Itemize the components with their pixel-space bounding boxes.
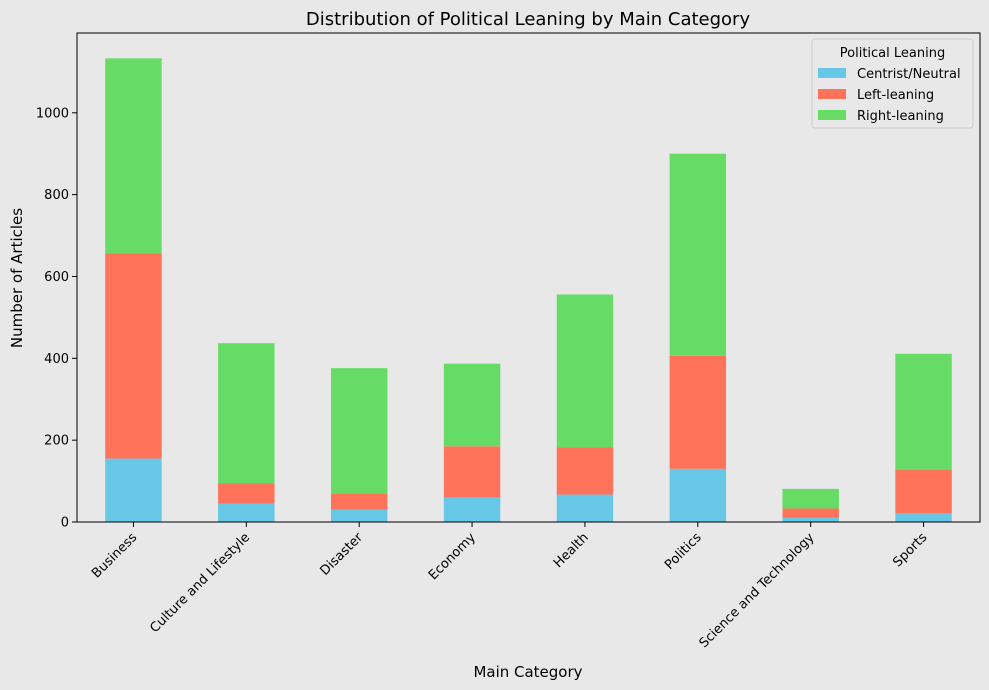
bar-right-leaning-0 bbox=[105, 58, 162, 254]
x-tick-label: Science and Technology bbox=[697, 530, 818, 651]
bar-right-leaning-4 bbox=[556, 294, 614, 448]
bar-centrist-neutral-1 bbox=[218, 503, 275, 522]
bar-centrist-neutral-3 bbox=[443, 497, 501, 522]
legend-swatch-0 bbox=[818, 68, 846, 78]
legend: Political Leaning Centrist/Neutral Left-le… bbox=[811, 38, 974, 129]
bar-left-leaning-2 bbox=[330, 493, 388, 510]
y-axis-label: Number of Articles bbox=[8, 208, 26, 348]
bar-centrist-neutral-6 bbox=[782, 517, 839, 522]
y-tick-label: 800 bbox=[44, 188, 69, 203]
x-tick-label: Politics bbox=[662, 530, 705, 573]
bar-left-leaning-3 bbox=[443, 446, 501, 498]
bar-centrist-neutral-5 bbox=[669, 468, 727, 522]
bar-right-leaning-1 bbox=[218, 343, 275, 484]
legend-box bbox=[811, 38, 974, 129]
x-tick-label: Disaster bbox=[318, 530, 367, 579]
bar-right-leaning-7 bbox=[895, 353, 952, 471]
bar-left-leaning-0 bbox=[105, 253, 162, 459]
bar-left-leaning-6 bbox=[782, 508, 839, 518]
x-tick-label: Business bbox=[89, 530, 140, 581]
x-tick-label: Economy bbox=[426, 530, 479, 583]
bar-right-leaning-5 bbox=[669, 153, 727, 356]
bar-centrist-neutral-2 bbox=[330, 509, 388, 522]
bar-right-leaning-3 bbox=[443, 363, 501, 447]
chart-title: Distribution of Political Leaning by Mai… bbox=[306, 9, 751, 30]
bar-centrist-neutral-0 bbox=[105, 458, 162, 522]
bar-centrist-neutral-4 bbox=[556, 494, 614, 522]
bar-centrist-neutral-7 bbox=[895, 512, 952, 522]
bar-right-leaning-6 bbox=[782, 488, 839, 509]
legend-swatch-1 bbox=[818, 89, 846, 99]
legend-swatch-2 bbox=[818, 110, 846, 120]
y-tick-label: 0 bbox=[61, 516, 69, 531]
x-tick-label: Culture and Lifestyle bbox=[147, 530, 253, 636]
legend-label-0: Centrist/Neutral bbox=[857, 67, 961, 82]
plot-frame bbox=[76, 32, 981, 523]
bar-right-leaning-2 bbox=[330, 368, 388, 494]
x-axis-label: Main Category bbox=[473, 663, 582, 681]
y-tick-label: 600 bbox=[44, 270, 69, 285]
y-tick-label: 1000 bbox=[36, 106, 69, 121]
bar-left-leaning-7 bbox=[895, 470, 952, 513]
bar-left-leaning-5 bbox=[669, 355, 727, 469]
y-tick-label: 200 bbox=[44, 434, 69, 449]
legend-label-2: Right-leaning bbox=[857, 109, 944, 124]
bar-left-leaning-1 bbox=[218, 483, 275, 504]
legend-label-1: Left-leaning bbox=[857, 88, 934, 103]
x-tick-label: Sports bbox=[890, 530, 930, 570]
legend-title: Political Leaning bbox=[840, 46, 945, 61]
y-tick-label: 400 bbox=[44, 352, 69, 367]
x-tick-label: Health bbox=[551, 530, 592, 571]
bar-left-leaning-4 bbox=[556, 447, 614, 495]
